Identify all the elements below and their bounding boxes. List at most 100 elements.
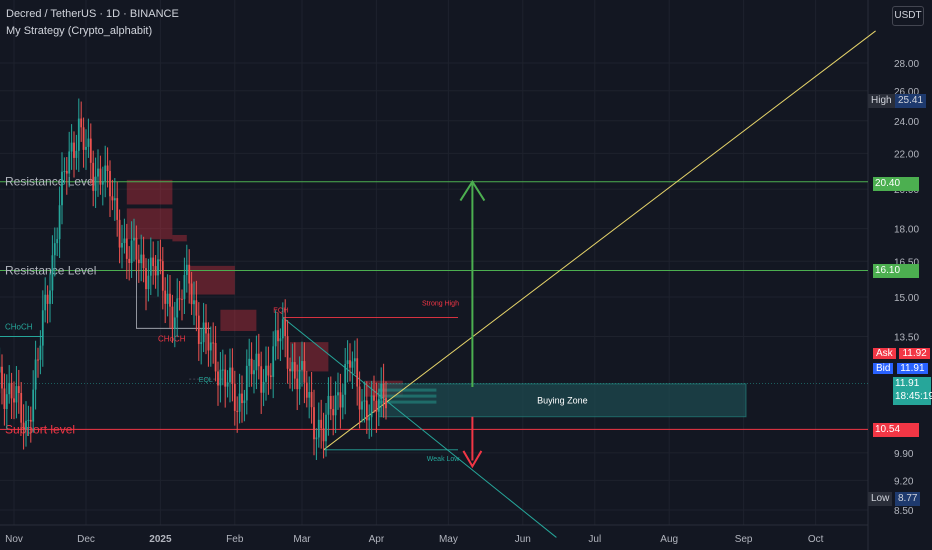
candle (89, 138, 92, 163)
candle (231, 367, 234, 384)
x-tick-label: Jun (515, 534, 531, 545)
candle (178, 298, 181, 300)
candle (58, 205, 61, 240)
candle (147, 275, 150, 290)
candle (279, 338, 282, 342)
candle (260, 366, 263, 393)
x-tick-label: May (439, 534, 458, 545)
candle (214, 343, 217, 372)
candle (375, 400, 378, 412)
supply-zone (126, 179, 173, 205)
candle (10, 382, 13, 399)
candle (3, 388, 6, 409)
low-value: 8.77 (895, 492, 921, 506)
candle (233, 383, 236, 411)
x-tick-label: Nov (5, 534, 23, 545)
y-tick-label: 8.50 (894, 506, 914, 517)
supply-zone (290, 342, 329, 372)
candle (334, 395, 337, 416)
support-label: Support level (5, 422, 75, 436)
x-tick-label: Mar (293, 534, 311, 545)
candle (265, 365, 267, 382)
candle (277, 330, 279, 342)
candle (315, 437, 318, 440)
candle (200, 342, 203, 344)
target-arrow-up-head (459, 179, 486, 202)
candle (296, 378, 299, 390)
candle (109, 170, 111, 197)
candle (274, 330, 277, 347)
candle (365, 400, 368, 421)
candle (82, 127, 85, 150)
candle (61, 171, 63, 206)
low-label: Low (868, 492, 893, 506)
candle (70, 142, 73, 152)
candle (236, 410, 239, 412)
ask-tag: Ask 11.92 (873, 347, 930, 361)
candle (373, 395, 375, 401)
candle (377, 399, 380, 412)
candle (190, 283, 193, 305)
candle (382, 383, 385, 398)
x-tick-label: Sep (735, 534, 753, 545)
candle (255, 353, 258, 371)
candle (205, 322, 207, 334)
candle (284, 319, 287, 337)
candle (320, 419, 323, 429)
candle (356, 358, 359, 387)
candle (145, 268, 147, 290)
candle (241, 393, 243, 404)
indicator-name: My Strategy (Crypto_alphabit) (6, 25, 153, 37)
candle (257, 353, 260, 367)
last-price-tag: 11.91 18:45:19 (893, 377, 932, 405)
candle (176, 298, 179, 318)
candle (349, 360, 351, 368)
candle (125, 238, 128, 259)
bid-value: 11.91 (897, 363, 928, 374)
candle (245, 365, 248, 401)
target-arrow-down-head (462, 450, 483, 469)
ascending-trendline[interactable] (323, 30, 876, 451)
candle (104, 165, 107, 182)
y-tick-label: 28.00 (894, 59, 919, 70)
candle (130, 240, 133, 264)
weak-low-label: Weak Low (427, 456, 460, 463)
fvg-strip (378, 388, 437, 392)
candle (39, 345, 42, 360)
candle (262, 381, 265, 393)
candle (370, 395, 373, 418)
candle (118, 219, 121, 248)
candle (41, 310, 44, 346)
candle (327, 395, 330, 415)
candle (291, 362, 294, 372)
candle (226, 382, 229, 387)
candle (68, 151, 71, 174)
candle (34, 359, 37, 390)
candle (73, 142, 75, 158)
candle (269, 375, 272, 377)
candle (181, 298, 183, 300)
fvg-strip (378, 394, 437, 398)
candle (272, 346, 275, 377)
candle (358, 386, 361, 410)
currency-button[interactable]: USDT (892, 6, 924, 26)
candle (20, 392, 23, 423)
candle (169, 293, 171, 307)
buying-zone-label: Buying Zone (537, 395, 588, 405)
candle (133, 237, 135, 241)
candle (212, 342, 215, 344)
candle (322, 428, 325, 442)
y-tick-label: 9.90 (894, 449, 914, 460)
candle (171, 306, 174, 329)
candle (221, 369, 224, 371)
x-tick-label: Aug (660, 534, 678, 545)
candle (298, 369, 301, 390)
descending-trendline[interactable] (282, 317, 557, 538)
candle (111, 196, 114, 201)
supply-zone (172, 234, 187, 242)
candle (341, 394, 344, 408)
candle (238, 393, 241, 412)
candle (207, 333, 210, 351)
candle (106, 165, 109, 171)
